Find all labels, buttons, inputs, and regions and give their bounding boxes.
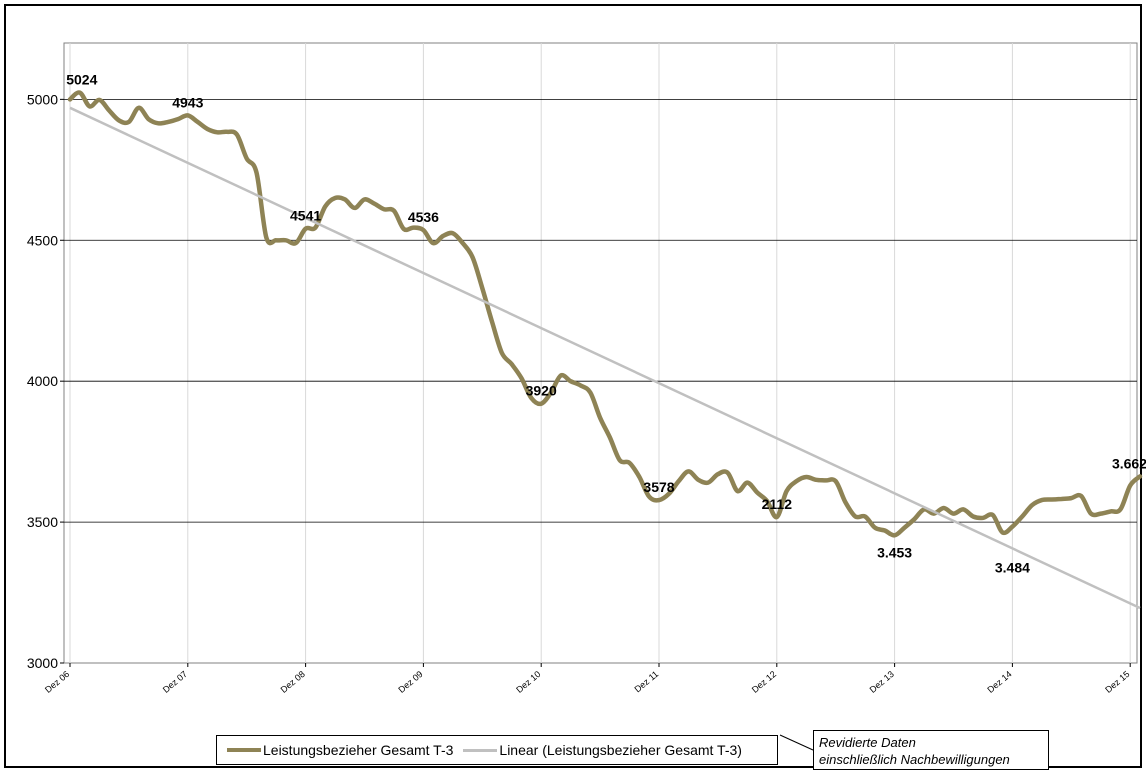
legend-item-series: Leistungsbezieher Gesamt T-3 [227, 742, 453, 758]
data-label: 3578 [643, 479, 674, 495]
y-tick-label: 4500 [27, 232, 58, 248]
y-axis-ticks: 3000 3500 4000 4500 5000 [27, 91, 64, 671]
data-label: 3.453 [877, 544, 912, 560]
legend-swatch-trend [463, 748, 498, 752]
data-label: 4536 [408, 209, 439, 225]
x-tick-label: Dez 14 [985, 669, 1013, 695]
x-axis-ticks: Dez 06 Dez 07 Dez 08 Dez 09 Dez 10 Dez 11 Dez … [43, 663, 1131, 695]
trend-line-linear [69, 106, 1141, 610]
x-tick-label: Dez 15 [1103, 669, 1131, 695]
revision-note-callout: Revidierte Daten einschließlich Nachbewi… [813, 730, 1049, 770]
note-line-1: Revidierte Daten [819, 735, 916, 750]
legend-swatch-series [227, 748, 261, 752]
note-line-2: einschließlich Nachbewilligungen [819, 752, 1010, 767]
data-label: 5024 [66, 72, 97, 88]
x-tick-label: Dez 11 [633, 669, 661, 695]
x-tick-label: Dez 10 [514, 669, 542, 695]
x-tick-label: Dez 06 [43, 669, 71, 695]
y-tick-label: 3000 [27, 655, 58, 671]
legend-item-trend: Linear (Leistungsbezieher Gesamt T-3) [463, 742, 742, 758]
y-tick-label: 3500 [27, 514, 58, 530]
data-label: 3920 [526, 383, 557, 399]
legend-label-series: Leistungsbezieher Gesamt T-3 [263, 742, 454, 758]
x-tick-label: Dez 07 [161, 669, 189, 695]
horizontal-gridlines [64, 98, 1137, 523]
legend-label-trend: Linear (Leistungsbezieher Gesamt T-3) [499, 742, 742, 758]
data-label: 3.662 [1112, 455, 1146, 471]
x-tick-label: Dez 09 [396, 669, 424, 695]
x-tick-label: Dez 13 [868, 669, 896, 695]
series-group [67, 90, 1143, 610]
data-label: 2112 [762, 496, 793, 512]
x-tick-label: Dez 12 [750, 669, 778, 695]
y-tick-label: 5000 [27, 91, 58, 107]
data-label: 4541 [290, 208, 321, 224]
data-label: 4943 [172, 94, 203, 110]
data-label: 3.484 [995, 559, 1030, 575]
plot-area [63, 42, 1138, 664]
legend: Leistungsbezieher Gesamt T-3 Linear (Lei… [216, 735, 778, 765]
series-line-leistungsbezieher [67, 90, 1143, 538]
note-callout-pointer [779, 734, 814, 751]
data-labels: 5024 4943 4541 4536 3920 3578 2112 3.453 3.484 3.… [66, 72, 1146, 576]
x-tick-label: Dez 08 [279, 669, 307, 695]
y-tick-label: 4000 [27, 373, 58, 389]
vertical-gridlines [69, 43, 1131, 663]
